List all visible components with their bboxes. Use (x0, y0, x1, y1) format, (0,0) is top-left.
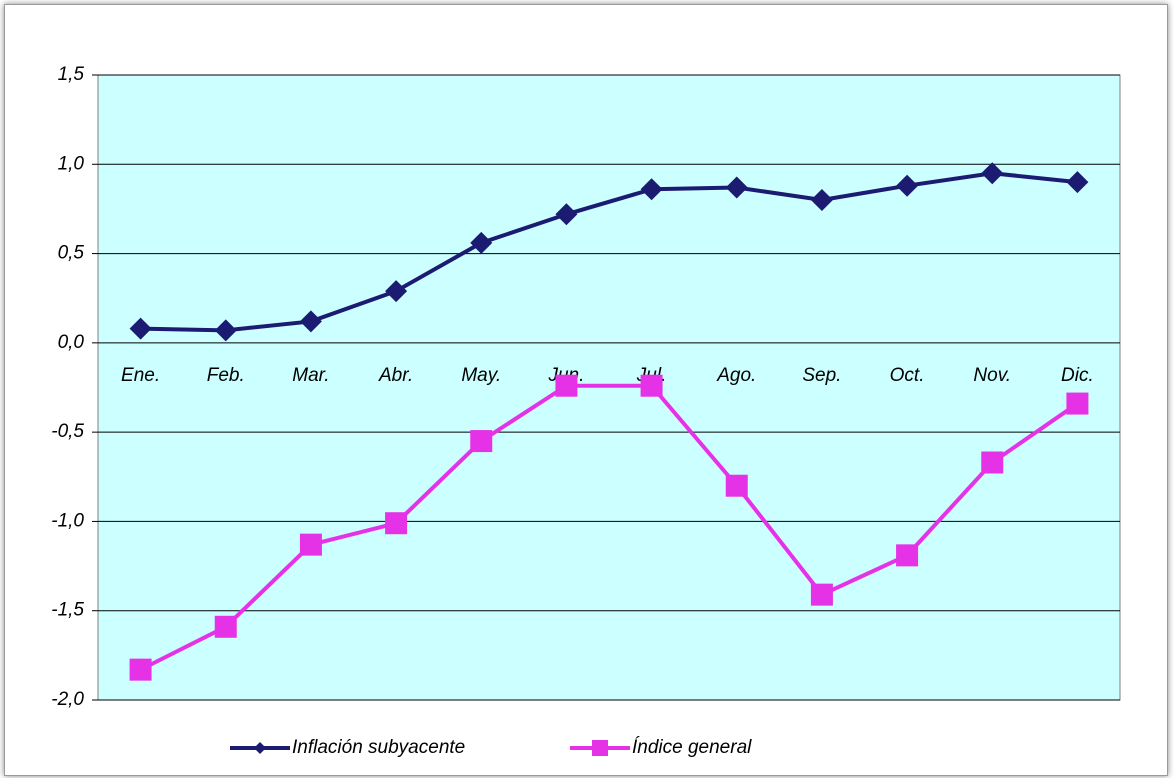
data-point (385, 280, 408, 303)
data-point (640, 374, 663, 397)
y-tick-label: -1,0 (51, 510, 84, 531)
data-point (555, 203, 578, 226)
data-point (385, 512, 408, 535)
y-tick-label: 0,0 (58, 332, 85, 353)
legend-marker (592, 740, 608, 756)
y-tick-label: -1,5 (51, 600, 84, 621)
legend-marker (254, 742, 266, 754)
x-tick-label: May. (461, 365, 501, 386)
data-point (1066, 392, 1089, 415)
y-tick-label: 1,5 (58, 64, 85, 85)
data-point (981, 451, 1004, 474)
data-point (640, 178, 663, 201)
x-tick-label: Ene. (121, 365, 160, 386)
x-tick-label: Abr. (378, 365, 413, 386)
data-point (470, 430, 493, 453)
legend-label: Inflación subyacente (292, 737, 465, 758)
data-point (896, 174, 919, 197)
y-tick-label: 0,5 (58, 243, 85, 264)
x-tick-label: Ago. (716, 365, 756, 386)
y-tick-label: -2,0 (51, 689, 84, 710)
data-point (555, 374, 578, 397)
data-point (470, 231, 493, 254)
legend-label: Índice general (632, 737, 752, 758)
y-tick-label: 1,0 (58, 153, 85, 174)
data-point (129, 658, 152, 681)
x-tick-label: Dic. (1061, 365, 1094, 386)
data-point (1066, 171, 1089, 194)
series-line (139, 383, 1079, 672)
y-tick-label: -0,5 (51, 421, 84, 442)
data-point (299, 533, 322, 556)
series-line (140, 171, 1078, 333)
data-point (214, 615, 237, 638)
data-point (725, 474, 748, 497)
data-point (129, 317, 152, 340)
x-tick-label: Nov. (973, 365, 1011, 386)
x-tick-label: Sep. (802, 365, 841, 386)
data-point (725, 176, 748, 199)
data-point (214, 319, 237, 342)
x-tick-label: Oct. (890, 365, 925, 386)
x-tick-label: Mar. (292, 365, 329, 386)
x-tick-label: Feb. (207, 365, 245, 386)
data-point (299, 310, 322, 333)
data-point (810, 189, 833, 211)
data-point (810, 583, 833, 606)
data-point (981, 162, 1004, 185)
data-point (896, 544, 919, 567)
